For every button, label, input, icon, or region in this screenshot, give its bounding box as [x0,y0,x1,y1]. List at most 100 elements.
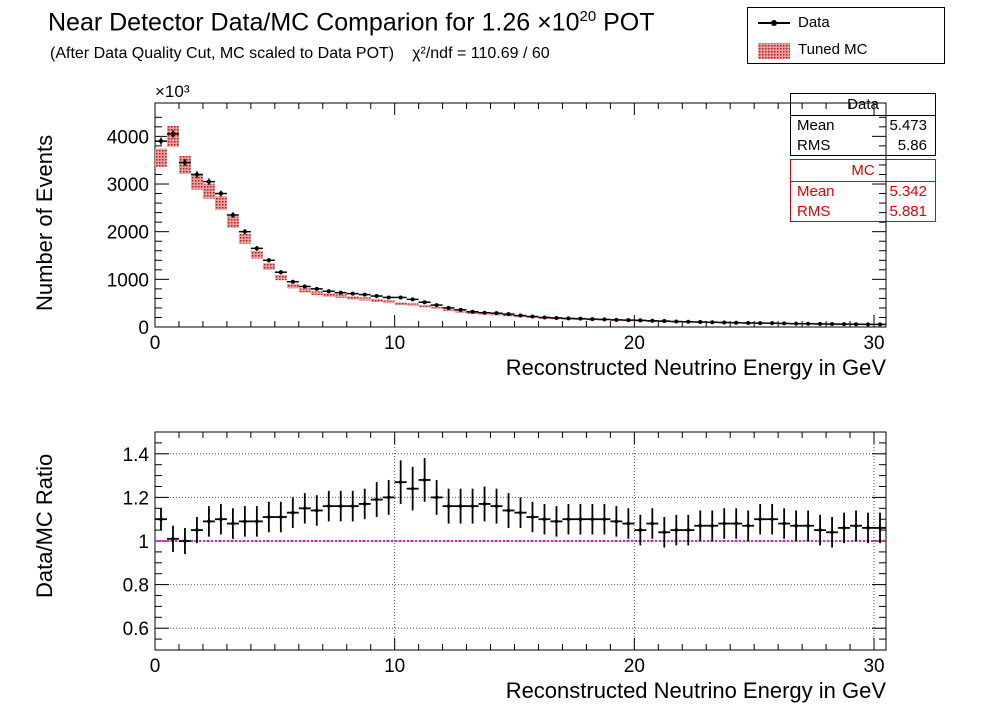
stats-data-mean-label: Mean [797,117,835,134]
ratio-point [291,510,295,515]
data-point [782,321,787,326]
ratio-point [614,519,619,524]
ratio-point [410,486,415,491]
mc-band [262,263,275,270]
data-point [302,284,307,289]
chart-subtitle: (After Data Quality Cut, MC scaled to Da… [50,45,550,63]
ratio-x-tick-label: 30 [863,656,884,677]
ratio-y-tick-label: 1.2 [123,488,149,509]
ratio-x-tick-label: 20 [624,656,645,677]
data-point [434,303,439,308]
stats-mc-mean-value: 5.342 [889,183,927,200]
stats-box-mc: MC Mean 5.342 RMS 5.881 [790,159,936,222]
stats-mc-rms-row: RMS 5.881 [791,202,935,222]
legend-data-label: Data [798,14,830,31]
title-main: Near Detector Data/MC Comparion for 1.26… [48,8,580,37]
ratio-point [758,517,762,521]
stats-data-mean-value: 5.473 [889,117,927,134]
data-point [566,316,571,321]
ratio-point [578,517,583,521]
spectrum-x-tick-label: 10 [384,333,405,354]
stats-data-header: Data [791,94,935,116]
stats-data-mean-row: Mean 5.473 [791,116,935,136]
data-point [362,292,367,297]
ratio-point [554,519,559,524]
data-point [554,315,559,320]
data-point [218,191,223,196]
data-point [602,317,607,322]
data-point [626,318,631,323]
ratio-point [674,528,679,532]
ratio-point [746,523,750,528]
data-point [206,179,211,184]
stats-data-rms-label: RMS [797,137,831,154]
mc-band [226,216,239,228]
mc-band [382,300,395,304]
spectrum-x-tick-label: 0 [150,333,161,354]
mc-band [274,274,287,281]
subtitle-text: (After Data Quality Cut, MC scaled to Da… [50,45,395,62]
legend-data-marker [758,20,790,26]
mc-band [430,306,443,309]
data-point [182,160,187,165]
ratio-point [219,517,223,521]
data-point [266,258,271,263]
data-point [422,300,427,305]
data-point [494,311,499,316]
data-point [578,316,583,321]
data-point [686,319,691,324]
data-point [806,321,811,326]
mc-band [370,298,383,302]
data-point [794,321,799,326]
data-point [614,317,619,322]
ratio-point [314,508,319,513]
data-point [590,317,595,322]
mc-band [310,291,323,296]
ratio-plot: 0 10 20 30 0.6 0.8 1 1.2 1.4 Reconstructed Neutri… [32,431,887,703]
ratio-point [506,508,511,513]
data-point [674,319,679,324]
ratio-point [650,521,655,526]
ratio-point [398,480,403,484]
mc-band [250,250,263,259]
mc-band [190,173,203,190]
ratio-point [338,504,343,508]
ratio-point [207,519,211,524]
data-point [290,279,295,284]
mc-band [406,303,419,306]
data-point [818,321,823,326]
data-point [170,131,175,136]
ratio-point [722,521,727,526]
mc-band [346,296,359,300]
ratio-point [698,523,703,528]
ratio-y-tick-label: 1.4 [123,445,150,466]
ratio-point [267,515,271,519]
spectrum-x-axis-label: Reconstructed Neutrino Energy in GeV [506,355,887,380]
ratio-point [422,478,427,482]
data-point [230,213,235,217]
stats-mc-rms-label: RMS [797,203,831,220]
legend-entry-mc: Tuned MC [748,37,944,63]
ratio-point [470,504,475,508]
ratio-point [794,523,798,528]
ratio-y-tick-label: 0.6 [123,619,149,640]
ratio-point [350,504,355,508]
data-point [314,286,319,291]
spectrum-y-tick-label: 1000 [107,270,149,291]
data-point [470,309,475,314]
mc-band [286,283,299,289]
title-exponent: 20 [579,8,597,25]
data-point [770,321,775,326]
mc-band [358,297,371,301]
ratio-x-tick-label: 10 [384,656,405,677]
spectrum-y-multiplier: ×10³ [155,82,190,101]
data-point [374,294,379,299]
ratio-point [183,539,187,543]
stats-data-rms-row: RMS 5.86 [791,136,935,156]
data-point [194,172,199,177]
ratio-point [830,530,834,535]
ratio-point [854,523,858,528]
spectrum-y-axis-label: Number of Events [32,135,57,311]
legend: Data Tuned MC [747,7,945,64]
stats-mc-mean-label: Mean [797,183,835,200]
